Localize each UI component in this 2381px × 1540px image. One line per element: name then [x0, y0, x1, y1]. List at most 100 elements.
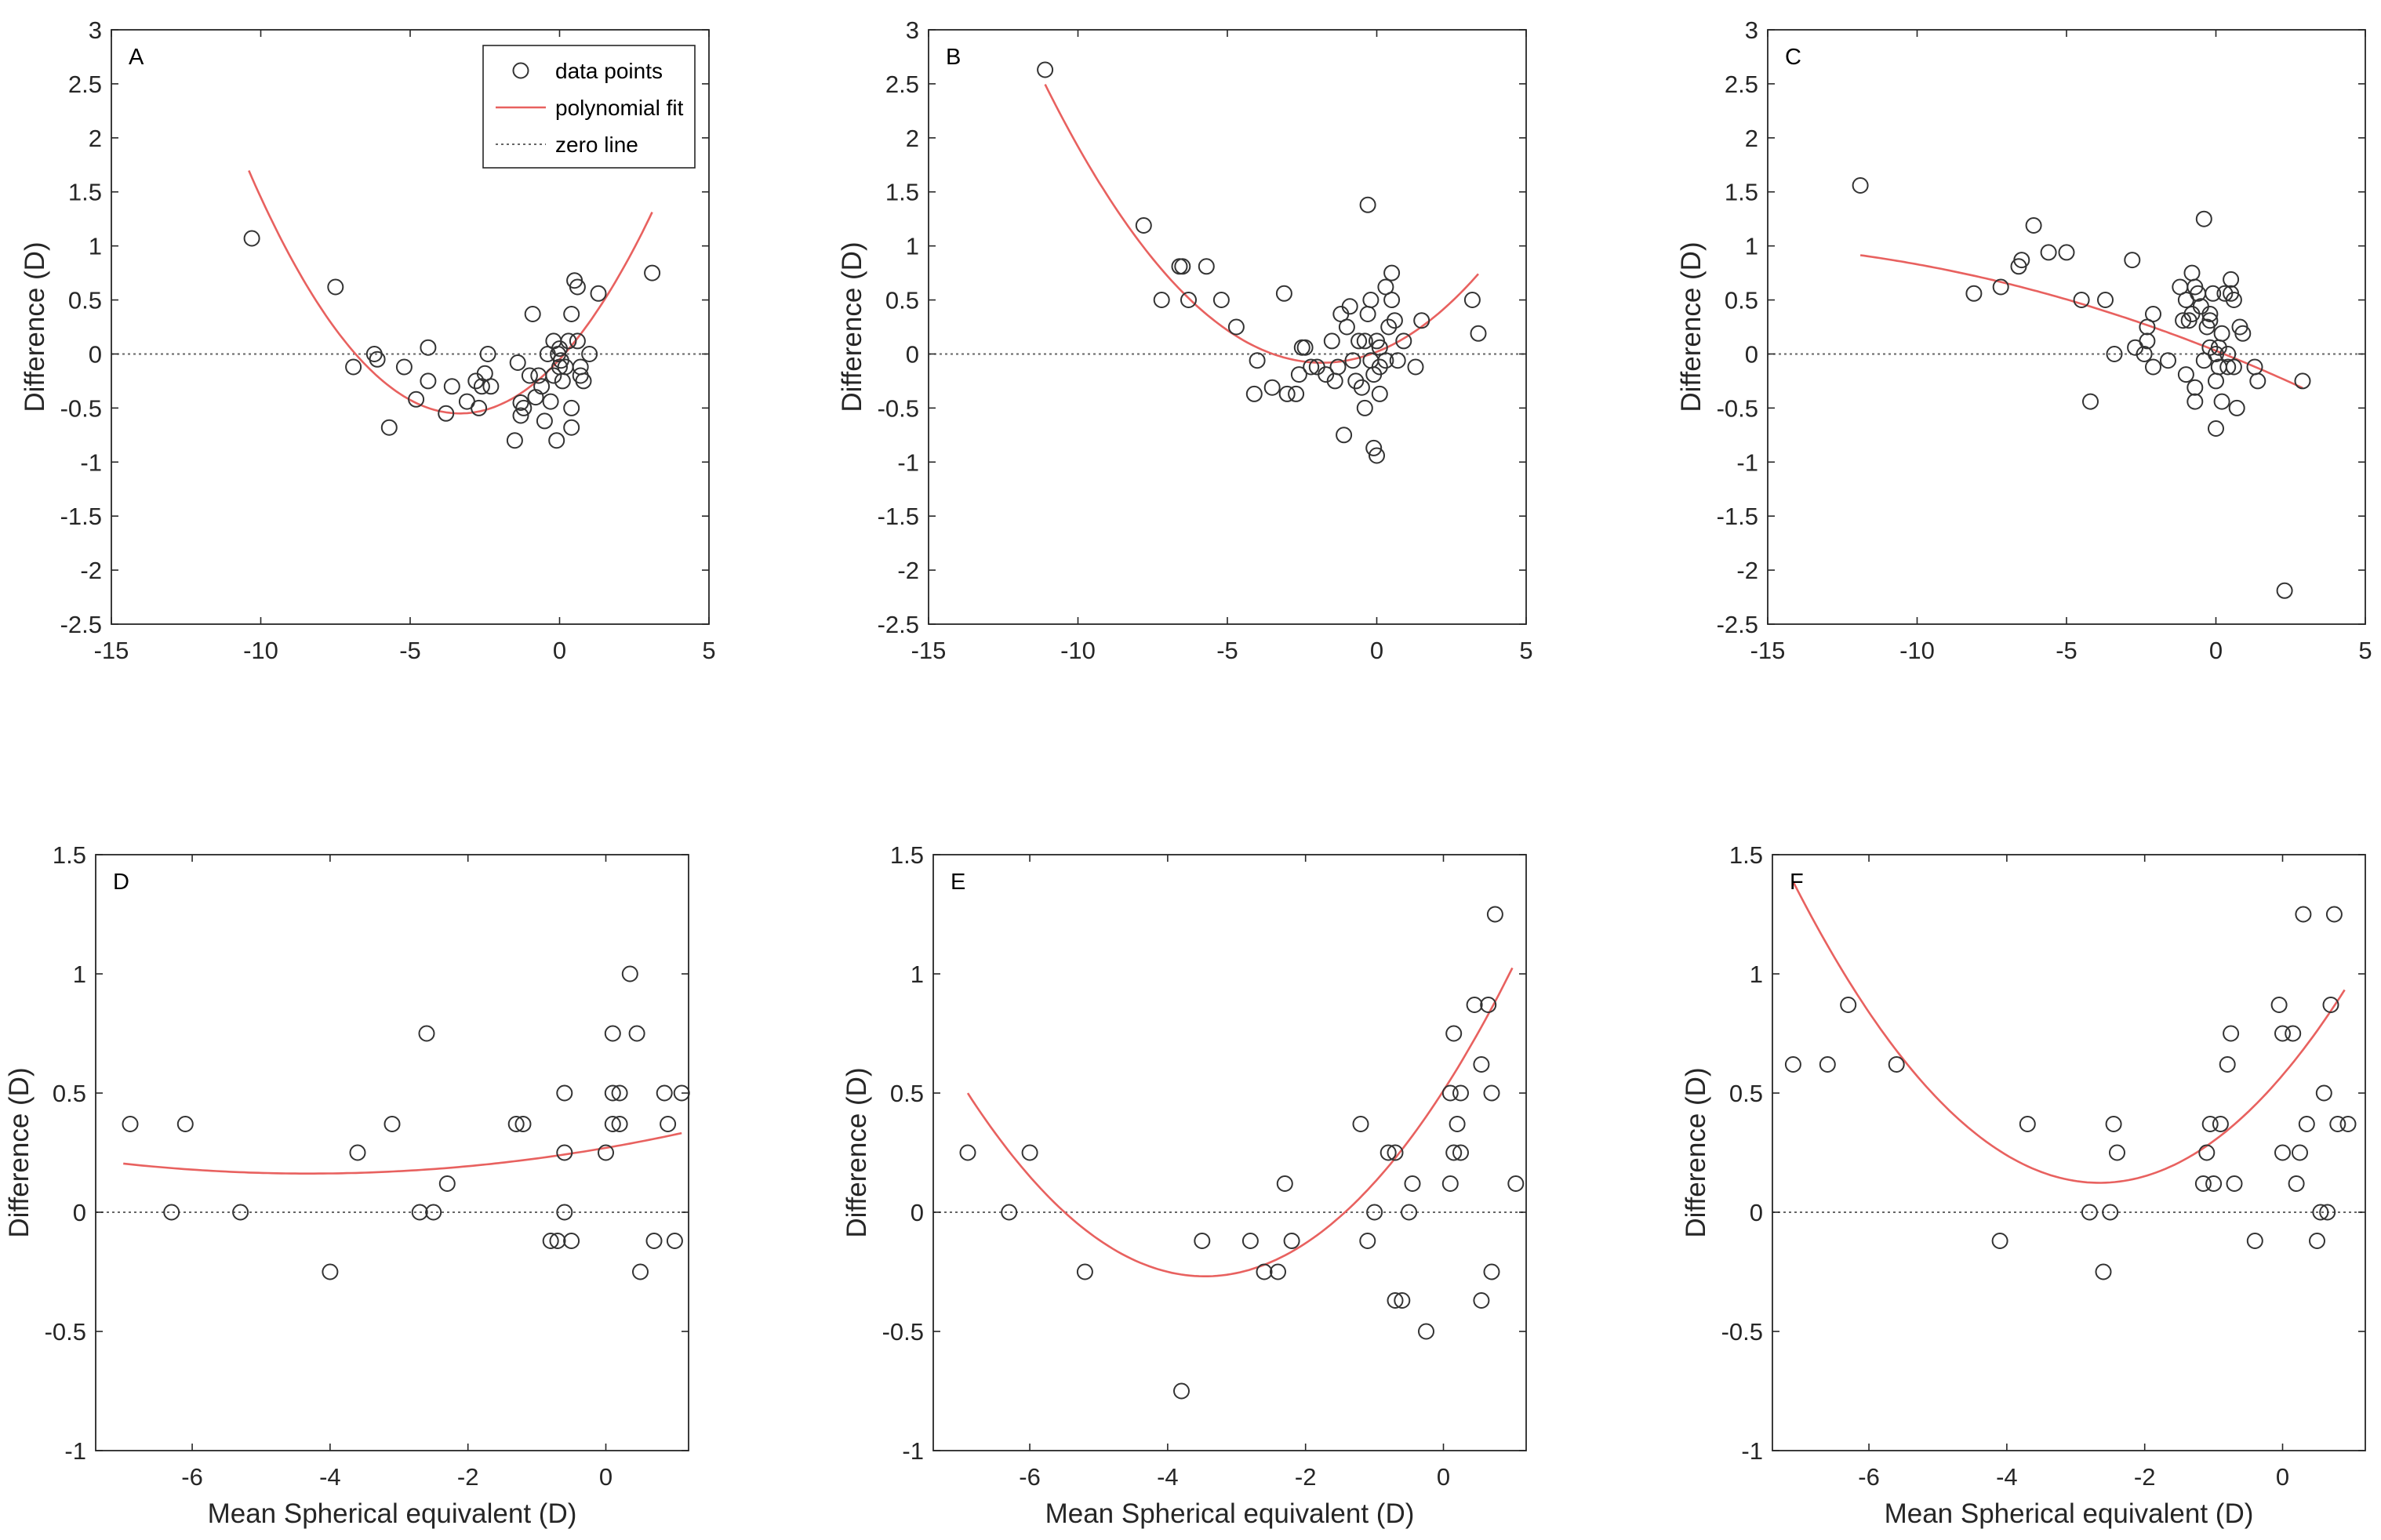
data-point [1174, 258, 1191, 275]
data-point [514, 1116, 532, 1132]
y-tick-label: 0 [1745, 340, 1758, 368]
data-point [1965, 285, 1983, 302]
polynomial-fit-line [248, 169, 653, 415]
data-point [2201, 1116, 2219, 1132]
data-point [2213, 325, 2230, 342]
y-tick-label: 2 [1745, 125, 1758, 152]
data-point [2082, 393, 2099, 410]
plot-box [111, 29, 710, 625]
y-tick-label: 3 [1745, 16, 1758, 44]
data-point [1840, 997, 1857, 1013]
panel-d: -6 -4 -2 0 -1 -0.5 0 0.5 1 1.5 D Difference (D) Mean… [4, 841, 690, 1529]
data-point [533, 378, 551, 395]
data-point [232, 1204, 249, 1221]
plot-box [95, 854, 689, 1451]
data-point [384, 1116, 401, 1132]
data-point [1347, 372, 1365, 390]
data-point [1352, 1116, 1369, 1132]
data-point [660, 1116, 677, 1132]
y-tick-label: 0.5 [53, 1080, 86, 1107]
data-point [598, 1144, 614, 1161]
data-point [563, 306, 580, 322]
data-point [2276, 582, 2293, 599]
data-point [2124, 252, 2141, 269]
data-point [1359, 306, 1376, 322]
y-axis-label: Difference (D) [20, 242, 50, 412]
plot-box [1767, 29, 2366, 625]
data-point [2295, 906, 2312, 923]
x-tick-label: -15 [1750, 637, 1786, 664]
y-tick-label: 0.5 [68, 287, 102, 314]
data-point [2210, 358, 2227, 376]
x-tick-label: -6 [181, 1463, 203, 1491]
y-tick-label: 2.5 [885, 71, 919, 98]
y-tick-label: 1 [73, 961, 86, 988]
panel-c: -15 -10 -5 0 5 -2.5 -2 -1.5 -1 -0.5 0 0.5 1 1.5 2 2.5 3 C… [1676, 16, 2372, 664]
data-point [2234, 325, 2252, 342]
data-point [2160, 352, 2176, 369]
data-point [1270, 1263, 1286, 1280]
data-point [1401, 1204, 1418, 1221]
data-point [369, 350, 386, 368]
x-tick-label: -2 [2134, 1463, 2156, 1491]
data-point [1021, 1144, 1038, 1161]
data-point [1303, 358, 1320, 376]
data-point [2219, 358, 2237, 376]
y-tick-label: 0 [89, 340, 102, 368]
data-point [563, 1233, 580, 1249]
data-point [1336, 427, 1353, 444]
data-point [2105, 1116, 2122, 1132]
data-point [2205, 285, 2222, 302]
data-point [1483, 1084, 1500, 1102]
data-point [1366, 1204, 1383, 1221]
data-point [2109, 1144, 2125, 1161]
data-point [1992, 278, 2009, 296]
data-point [2213, 393, 2230, 410]
data-point [1452, 1084, 1469, 1102]
data-point [1784, 1056, 1801, 1073]
data-point [1290, 366, 1307, 383]
data-point [549, 1233, 566, 1249]
legend-label: polynomial fit [555, 96, 684, 120]
data-point [1888, 1056, 1905, 1073]
y-tick-label: 1 [1745, 233, 1758, 260]
data-point [1486, 906, 1503, 923]
data-point [545, 367, 562, 384]
data-point [548, 432, 565, 449]
plot-box [928, 29, 1527, 625]
data-point [666, 1233, 683, 1249]
x-tick-label: -15 [94, 637, 129, 664]
data-point [1395, 332, 1412, 350]
data-point [1329, 358, 1347, 376]
x-tick-label: -4 [1996, 1463, 2018, 1491]
y-tick-label: 1.5 [53, 841, 86, 869]
data-point [420, 372, 437, 390]
x-tick-label: 5 [702, 637, 715, 664]
data-point [1377, 352, 1394, 369]
panel-label: F [1790, 870, 1804, 895]
data-point [572, 358, 589, 376]
data-point [1407, 358, 1424, 376]
y-tick-label: 0.5 [1729, 1080, 1763, 1107]
data-point [1356, 332, 1373, 350]
y-tick-label: 2 [906, 125, 919, 152]
data-point [1413, 312, 1430, 329]
y-axis-label: Difference (D) [1676, 242, 1707, 412]
x-tick-label: 0 [553, 637, 566, 664]
data-point [327, 278, 344, 296]
panel-a: -15 -10 -5 0 5 -2.5 -2 -1.5 -1 -0.5 0 0.5 1 1.5 2 2.5 3 A… [20, 16, 716, 664]
panel-f: -6 -4 -2 0 -1 -0.5 0 0.5 1 1.5 F Difference (D) Mean… [1681, 841, 2366, 1529]
data-point [2325, 906, 2343, 923]
y-tick-label: 0.5 [1725, 287, 1758, 314]
panel-b: -15 -10 -5 0 5 -2.5 -2 -1.5 -1 -0.5 0 0.5 1 1.5 2 2.5 3 B… [837, 16, 1533, 664]
data-point [2225, 292, 2242, 308]
data-point [1359, 196, 1376, 213]
x-tick-label: -10 [1899, 637, 1935, 664]
data-point [1198, 258, 1215, 275]
x-tick-label: -2 [1295, 1463, 1317, 1491]
data-point [1341, 298, 1358, 315]
y-tick-label: -1 [1736, 449, 1758, 476]
x-tick-label: -15 [911, 637, 947, 664]
data-point [569, 332, 586, 350]
data-point [2187, 379, 2204, 396]
